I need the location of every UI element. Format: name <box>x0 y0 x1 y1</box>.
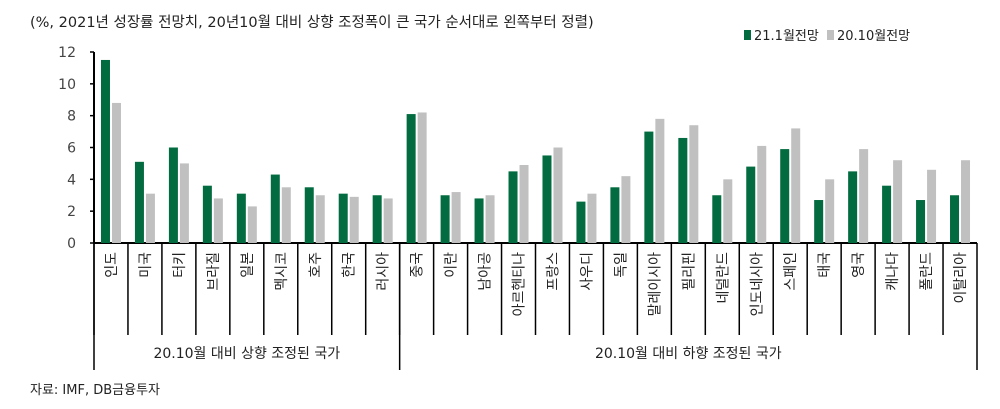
bar-oct20 <box>485 195 495 243</box>
bar-oct20 <box>315 195 325 243</box>
category-label: 브라질 <box>206 252 222 291</box>
bar-oct20 <box>553 147 563 243</box>
legend-swatch-0 <box>744 30 751 40</box>
source-note: 자료: IMF, DB금융투자 <box>30 383 160 398</box>
bar-oct20 <box>791 128 801 243</box>
category-label: 인도네시아 <box>749 252 765 317</box>
bar-jan21 <box>746 166 756 243</box>
group-label: 20.10월 대비 상향 조정된 국가 <box>153 346 340 362</box>
y-tick-label: 10 <box>58 77 76 93</box>
bar-oct20 <box>247 206 257 243</box>
bar-oct20 <box>145 193 155 243</box>
bar-jan21 <box>236 193 246 243</box>
bar-jan21 <box>202 185 212 243</box>
bar-jan21 <box>406 114 416 243</box>
category-label: 프랑스 <box>545 252 561 291</box>
category-label: 캐나다 <box>885 252 901 291</box>
bar-jan21 <box>848 171 858 243</box>
legend-label-1: 20.10월전망 <box>837 29 910 44</box>
bar-oct20 <box>281 187 291 243</box>
bar-oct20 <box>111 102 121 243</box>
bar-jan21 <box>814 200 824 243</box>
category-label: 멕시코 <box>274 252 290 291</box>
bar-oct20 <box>383 198 393 243</box>
bar-jan21 <box>576 201 586 243</box>
bar-jan21 <box>440 195 450 243</box>
y-tick-label: 4 <box>67 172 76 188</box>
bar-jan21 <box>168 147 178 243</box>
bar-oct20 <box>417 112 427 243</box>
bar-oct20 <box>655 118 665 243</box>
category-label: 말레이시아 <box>647 252 663 317</box>
bar-jan21 <box>474 198 484 243</box>
bar-jan21 <box>304 187 314 243</box>
y-tick-label: 0 <box>67 236 76 252</box>
y-tick-label: 12 <box>58 45 76 61</box>
bar-jan21 <box>270 174 280 243</box>
bar-oct20 <box>723 179 733 243</box>
category-label: 스페인 <box>783 252 799 291</box>
bar-oct20 <box>825 179 835 243</box>
y-tick-label: 6 <box>67 141 76 157</box>
bar-oct20 <box>859 149 869 243</box>
bar-oct20 <box>621 176 631 243</box>
bar-oct20 <box>349 196 359 243</box>
legend: 21.1월전망 20.10월전망 <box>744 29 910 44</box>
legend-label-0: 21.1월전망 <box>754 29 819 44</box>
bar-oct20 <box>519 165 529 243</box>
bar-jan21 <box>780 149 790 243</box>
chart-title: (%, 2021년 성장률 전망치, 20년10월 대비 상향 조정폭이 큰 국… <box>30 14 594 31</box>
category-label: 이탈리아 <box>953 252 969 304</box>
group-label: 20.10월 대비 하향 조정된 국가 <box>595 346 782 362</box>
bar-jan21 <box>100 59 110 244</box>
bar-jan21 <box>644 131 654 243</box>
y-tick-label: 8 <box>67 109 76 125</box>
category-label: 러시아 <box>376 252 392 291</box>
category-label: 아르헨티나 <box>512 252 528 317</box>
bar-oct20 <box>689 125 699 243</box>
bar-jan21 <box>712 195 722 243</box>
bar-jan21 <box>338 193 348 243</box>
bar-jan21 <box>372 195 382 243</box>
category-label: 태국 <box>817 252 833 278</box>
category-label: 네덜란드 <box>715 252 731 304</box>
category-label: 한국 <box>342 252 358 278</box>
category-label: 남아공 <box>478 252 494 291</box>
category-label: 필리핀 <box>681 252 697 291</box>
category-label: 호주 <box>308 252 324 278</box>
bar-oct20 <box>179 163 189 243</box>
bar-jan21 <box>950 195 960 243</box>
legend-swatch-1 <box>827 30 834 40</box>
bar-oct20 <box>757 145 767 243</box>
category-label: 이란 <box>444 252 460 278</box>
bar-oct20 <box>213 198 223 243</box>
category-label: 일본 <box>240 252 256 278</box>
bar-jan21 <box>916 200 926 243</box>
bar-oct20 <box>893 160 903 243</box>
bar-jan21 <box>610 187 620 243</box>
bar-jan21 <box>542 155 552 243</box>
y-tick-label: 2 <box>67 204 76 220</box>
category-label: 독일 <box>613 252 629 278</box>
bar-oct20 <box>927 169 937 243</box>
category-label: 영국 <box>851 252 867 278</box>
category-label: 인도 <box>104 252 120 278</box>
category-label: 터키 <box>172 252 188 278</box>
bar-oct20 <box>961 160 971 243</box>
bar-oct20 <box>451 192 461 243</box>
bar-jan21 <box>508 171 518 243</box>
bar-oct20 <box>587 193 597 243</box>
bar-jan21 <box>882 185 892 243</box>
bar-jan21 <box>134 161 144 243</box>
category-label: 사우디 <box>579 252 595 291</box>
category-label: 미국 <box>138 252 154 278</box>
category-label: 폴란드 <box>919 252 935 291</box>
bar-jan21 <box>678 137 688 243</box>
category-label: 중국 <box>410 252 426 278</box>
